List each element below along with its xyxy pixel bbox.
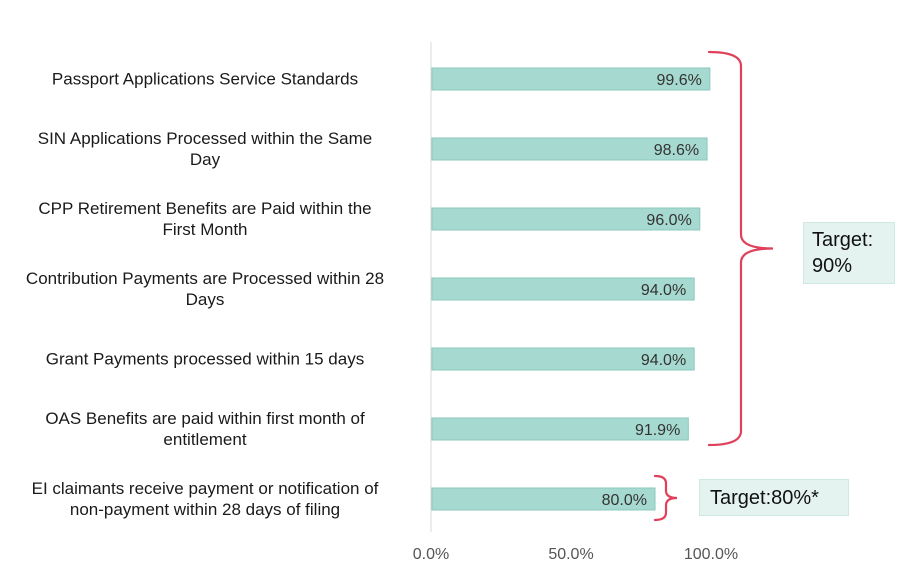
category-label-line: Days xyxy=(185,290,225,309)
target-80-brace xyxy=(653,474,678,522)
category-label-5: Grant Payments processed within 15 days xyxy=(0,349,415,370)
value-label-1: 99.6% xyxy=(657,72,702,89)
category-label-7: EI claimants receive payment or notifica… xyxy=(0,478,415,520)
category-label-line: Contribution Payments are Processed with… xyxy=(25,269,385,288)
category-label-4: Contribution Payments are Processed with… xyxy=(0,268,415,310)
category-label-6: OAS Benefits are paid within first month… xyxy=(0,408,415,450)
value-label-3: 96.0% xyxy=(646,212,691,229)
bar-3 xyxy=(431,207,701,231)
value-label-2: 98.6% xyxy=(654,142,699,159)
bar-4 xyxy=(431,277,695,301)
bar-6 xyxy=(431,417,689,441)
category-label-line: CPP Retirement Benefits are Paid within … xyxy=(38,199,372,218)
category-label-line: Grant Payments processed within 15 days xyxy=(45,349,365,369)
category-label-3: CPP Retirement Benefits are Paid within … xyxy=(0,198,415,240)
x-tick-label-2: 50.0% xyxy=(548,546,593,563)
bar-7 xyxy=(431,487,656,511)
category-label-line: OAS Benefits are paid within first month… xyxy=(45,409,365,428)
target-90-box: Target: 90% xyxy=(803,222,895,284)
value-label-7: 80.0% xyxy=(602,492,647,509)
bar-5 xyxy=(431,347,695,371)
category-label-line: EI claimants receive payment or notifica… xyxy=(31,479,379,498)
target-80-box: Target:80%* xyxy=(699,479,849,516)
target-90-brace xyxy=(707,50,774,447)
category-label-line: Passport Applications Service Standards xyxy=(51,69,359,89)
category-label-line: SIN Applications Processed within the Sa… xyxy=(37,129,373,148)
category-label-line: First Month xyxy=(162,220,248,239)
value-label-5: 94.0% xyxy=(641,352,686,369)
target-text-line: Target:80%* xyxy=(710,487,819,509)
bar-1 xyxy=(431,67,711,91)
target-text-line: 90% xyxy=(812,255,853,277)
x-tick-label-1: 0.0% xyxy=(413,546,449,563)
x-tick-label-3: 100.0% xyxy=(684,546,738,563)
value-label-6: 91.9% xyxy=(635,422,680,439)
category-label-line: Day xyxy=(189,150,221,169)
target-text-line: Target: xyxy=(812,229,874,251)
category-label-line: non-payment within 28 days of filing xyxy=(69,500,341,519)
value-label-4: 94.0% xyxy=(641,282,686,299)
category-label-1: Passport Applications Service Standards xyxy=(0,69,415,90)
bar-2 xyxy=(431,137,708,161)
category-label-2: SIN Applications Processed within the Sa… xyxy=(0,128,415,170)
category-label-line: entitlement xyxy=(163,430,247,449)
